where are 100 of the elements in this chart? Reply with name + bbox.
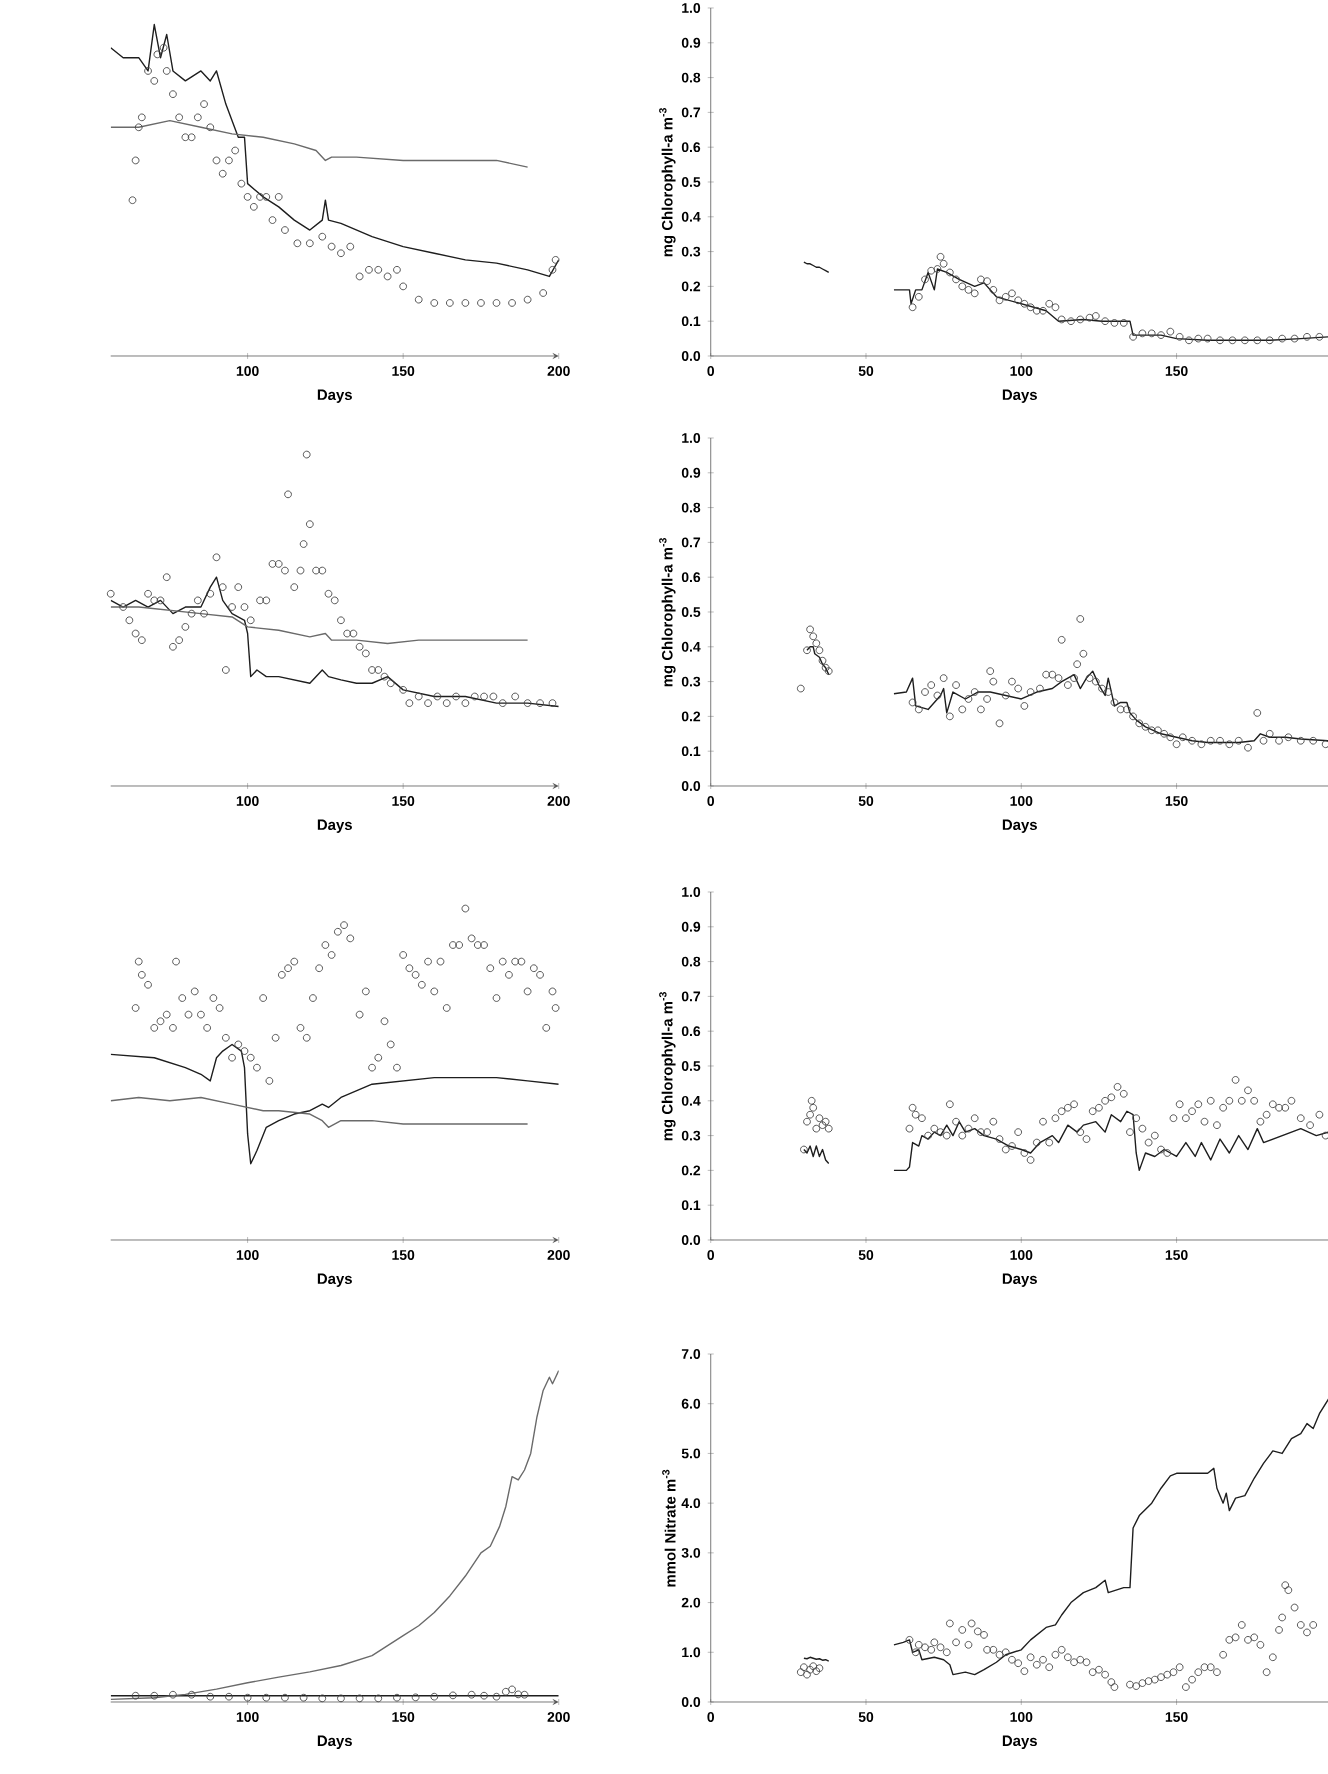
point bbox=[1032, 306, 1041, 315]
point bbox=[945, 268, 954, 277]
point bbox=[1007, 289, 1016, 298]
point bbox=[255, 193, 264, 201]
point bbox=[1119, 319, 1128, 327]
point bbox=[168, 90, 177, 99]
point bbox=[237, 179, 245, 188]
point bbox=[187, 133, 196, 142]
point bbox=[274, 193, 283, 201]
point bbox=[1001, 292, 1010, 301]
point bbox=[982, 277, 991, 286]
point bbox=[538, 289, 547, 297]
point bbox=[1228, 336, 1236, 345]
point bbox=[995, 296, 1004, 305]
point bbox=[1175, 333, 1184, 341]
point bbox=[1085, 313, 1094, 322]
point bbox=[951, 275, 960, 284]
point bbox=[355, 272, 364, 281]
point bbox=[914, 292, 923, 301]
point bbox=[336, 249, 345, 258]
point bbox=[153, 50, 161, 59]
point bbox=[243, 193, 252, 201]
point bbox=[262, 193, 270, 201]
point bbox=[181, 133, 189, 142]
point bbox=[1302, 333, 1311, 341]
point bbox=[327, 242, 336, 251]
point bbox=[1026, 303, 1035, 312]
point bbox=[1277, 334, 1286, 343]
point bbox=[430, 299, 438, 307]
point bbox=[199, 100, 208, 108]
point bbox=[224, 156, 233, 165]
point bbox=[268, 216, 276, 224]
point bbox=[1128, 333, 1137, 341]
point bbox=[507, 299, 516, 307]
point bbox=[548, 265, 556, 274]
point bbox=[1147, 329, 1156, 338]
point bbox=[492, 299, 500, 307]
point bbox=[249, 202, 258, 211]
point bbox=[218, 169, 227, 178]
point bbox=[364, 265, 373, 274]
point bbox=[212, 156, 220, 165]
point bbox=[174, 113, 183, 122]
point bbox=[476, 299, 485, 307]
point bbox=[1051, 303, 1059, 312]
point bbox=[1265, 336, 1274, 345]
point bbox=[1253, 336, 1261, 345]
point bbox=[150, 77, 158, 85]
point bbox=[1194, 334, 1202, 343]
point bbox=[933, 265, 941, 273]
point bbox=[936, 252, 945, 261]
point bbox=[383, 272, 392, 281]
point bbox=[131, 156, 140, 165]
point bbox=[1057, 315, 1066, 324]
point bbox=[1240, 336, 1249, 345]
point bbox=[1215, 336, 1224, 345]
point bbox=[1315, 333, 1323, 341]
point bbox=[1184, 336, 1193, 345]
point bbox=[920, 275, 929, 284]
point bbox=[193, 113, 202, 122]
point bbox=[1110, 319, 1118, 327]
point bbox=[134, 123, 143, 132]
point bbox=[1066, 317, 1075, 326]
point bbox=[989, 286, 997, 294]
point bbox=[1091, 312, 1100, 320]
point bbox=[1020, 299, 1028, 308]
point bbox=[1290, 334, 1299, 343]
point bbox=[1100, 317, 1109, 326]
point bbox=[1156, 331, 1165, 339]
point bbox=[137, 113, 146, 122]
point bbox=[551, 256, 560, 264]
point bbox=[1076, 315, 1084, 324]
point bbox=[958, 282, 966, 291]
point bbox=[927, 266, 935, 275]
point bbox=[976, 275, 985, 284]
point bbox=[159, 43, 168, 52]
point bbox=[414, 295, 423, 304]
point bbox=[143, 67, 152, 75]
point bbox=[523, 295, 532, 304]
point bbox=[970, 289, 979, 298]
point bbox=[206, 123, 214, 132]
point bbox=[392, 265, 401, 274]
point bbox=[1038, 306, 1047, 315]
point bbox=[293, 239, 301, 248]
point bbox=[1045, 299, 1053, 308]
point bbox=[445, 299, 454, 307]
point bbox=[1166, 327, 1174, 336]
point bbox=[280, 226, 289, 234]
point bbox=[128, 196, 136, 205]
point bbox=[305, 239, 314, 248]
point bbox=[1138, 329, 1146, 338]
point bbox=[230, 146, 239, 155]
point bbox=[908, 303, 917, 312]
point bbox=[939, 259, 948, 268]
point bbox=[461, 299, 469, 307]
point bbox=[398, 282, 407, 291]
point bbox=[1013, 296, 1022, 305]
point bbox=[318, 232, 326, 241]
point bbox=[162, 67, 171, 75]
point bbox=[964, 286, 972, 294]
point bbox=[346, 242, 354, 251]
